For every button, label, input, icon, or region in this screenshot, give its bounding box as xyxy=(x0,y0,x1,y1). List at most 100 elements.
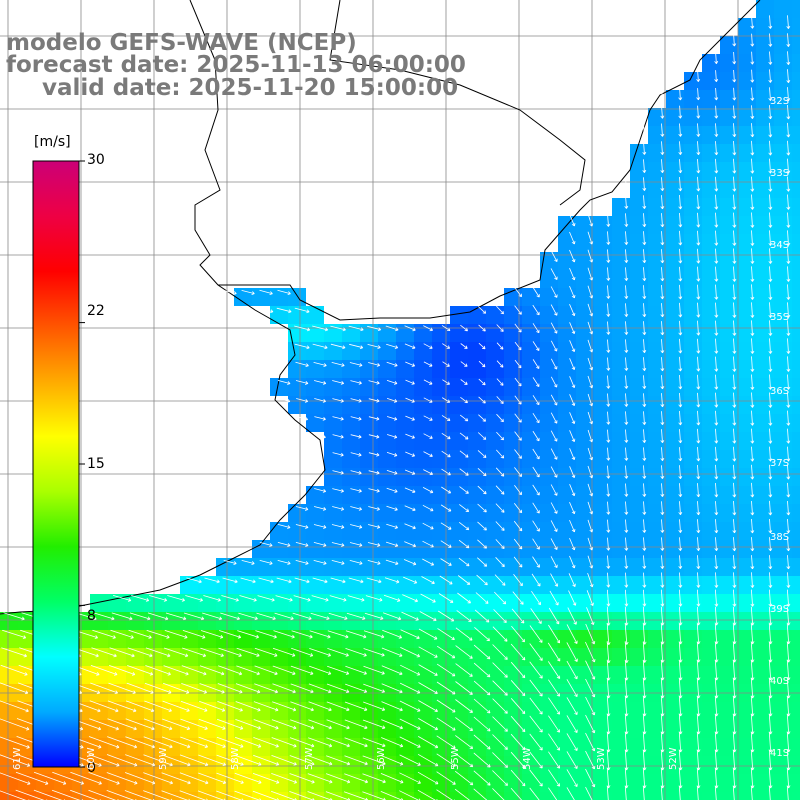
wind-arrow xyxy=(185,595,203,602)
wind-arrow xyxy=(350,470,362,475)
wind-cell xyxy=(396,738,414,756)
wind-arrow xyxy=(144,682,172,694)
wind-cell xyxy=(504,486,522,504)
wind-arrow xyxy=(678,537,683,551)
wind-arrow xyxy=(660,677,665,699)
wind-arrow xyxy=(216,718,244,730)
wind-arrow xyxy=(423,325,434,332)
wind-cell xyxy=(504,612,522,630)
wind-cell xyxy=(774,342,792,360)
wind-arrow xyxy=(90,682,119,694)
wind-arrow xyxy=(455,699,473,713)
wind-cell xyxy=(630,342,648,360)
lon-label: 56W xyxy=(376,747,387,770)
wind-arrow xyxy=(349,343,364,350)
wind-arrow xyxy=(750,123,755,138)
wind-cell xyxy=(792,18,800,36)
wind-arrow xyxy=(750,284,755,300)
wind-cell xyxy=(342,378,360,396)
wind-cell xyxy=(756,522,774,540)
wind-cell xyxy=(378,522,396,540)
wind-arrow xyxy=(587,572,594,588)
wind-arrow xyxy=(732,302,737,318)
wind-arrow xyxy=(606,589,611,607)
wind-cell xyxy=(468,378,486,396)
wind-cell xyxy=(720,468,738,486)
wind-cell xyxy=(684,270,702,288)
wind-arrow xyxy=(493,609,507,623)
wind-arrow xyxy=(642,749,647,771)
wind-cell xyxy=(450,378,468,396)
wind-arrow xyxy=(786,320,791,336)
wind-cell xyxy=(702,738,720,756)
wind-cell xyxy=(414,360,432,378)
wind-arrow xyxy=(714,123,719,137)
wind-cell xyxy=(0,756,18,774)
wind-cell xyxy=(432,612,450,630)
wind-cell xyxy=(522,360,540,378)
wind-arrow xyxy=(180,718,208,730)
coast-line xyxy=(218,0,761,321)
wind-arrow xyxy=(510,643,526,661)
wind-cell xyxy=(612,288,630,306)
wind-cell xyxy=(90,612,108,630)
wind-arrow xyxy=(277,560,291,565)
wind-cell xyxy=(468,792,486,804)
colorbar-tick-0: 0 xyxy=(87,760,96,776)
wind-arrow xyxy=(566,733,578,751)
wind-cell xyxy=(648,396,666,414)
wind-cell xyxy=(306,522,324,540)
wind-arrow xyxy=(183,612,205,621)
wind-cell xyxy=(288,342,306,360)
wind-arrow xyxy=(510,715,526,733)
wind-cell xyxy=(630,792,648,804)
wind-cell xyxy=(342,324,360,342)
wind-arrow xyxy=(696,212,701,228)
wind-arrow xyxy=(642,375,647,389)
wind-arrow xyxy=(660,87,665,101)
wind-arrow xyxy=(585,641,596,663)
wind-cell xyxy=(252,576,270,594)
wind-cell xyxy=(540,270,558,288)
wind-cell xyxy=(468,774,486,792)
wind-cell xyxy=(648,360,666,378)
wind-cell xyxy=(486,612,504,630)
wind-cell xyxy=(0,666,18,684)
wind-arrow xyxy=(678,501,683,516)
wind-cell xyxy=(324,486,342,504)
wind-arrow xyxy=(696,230,701,246)
wind-cell xyxy=(792,342,800,360)
wind-arrow xyxy=(350,398,362,403)
wind-cell xyxy=(774,468,792,486)
wind-arrow xyxy=(165,612,187,621)
wind-cell xyxy=(396,522,414,540)
wind-arrow xyxy=(418,628,438,640)
wind-arrow xyxy=(585,768,596,788)
wind-arrow xyxy=(696,713,701,735)
wind-arrow xyxy=(569,555,576,569)
wind-arrow xyxy=(362,719,386,730)
wind-arrow xyxy=(477,539,487,549)
wind-arrow xyxy=(418,718,439,731)
wind-cell xyxy=(720,252,738,270)
wind-arrow xyxy=(714,572,719,588)
wind-cell xyxy=(594,378,612,396)
wind-cell xyxy=(576,522,594,540)
wind-arrow xyxy=(587,393,594,407)
wind-arrow xyxy=(642,303,647,318)
wind-cell xyxy=(306,540,324,558)
wind-cell xyxy=(360,756,378,774)
wind-arrow xyxy=(380,755,404,766)
wind-arrow xyxy=(181,665,207,676)
wind-cell xyxy=(594,414,612,432)
wind-cell xyxy=(666,504,684,522)
wind-arrow xyxy=(569,304,576,317)
wind-arrow xyxy=(587,465,594,479)
wind-arrow xyxy=(0,772,31,785)
wind-cell xyxy=(144,630,162,648)
wind-cell xyxy=(612,432,630,450)
wind-cell xyxy=(702,396,720,414)
wind-cell xyxy=(360,360,378,378)
wind-arrow xyxy=(422,558,435,566)
model-title: modelo GEFS-WAVE (NCEP) xyxy=(6,30,357,56)
